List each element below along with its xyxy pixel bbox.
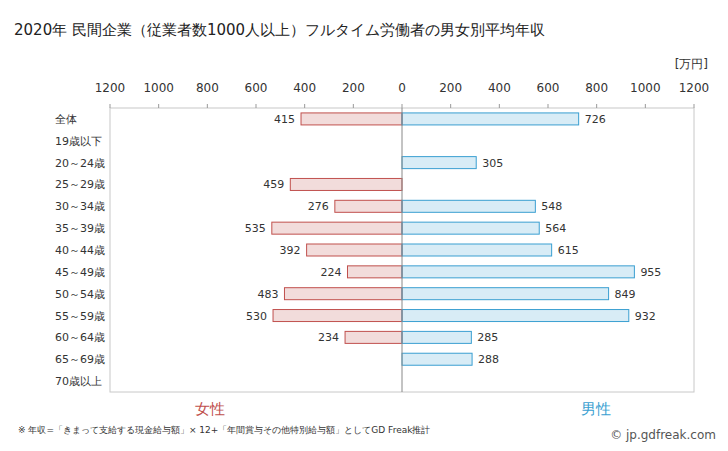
tick-mark (256, 104, 257, 108)
tick-label: 600 (245, 81, 268, 95)
data-label: 483 (257, 288, 278, 301)
data-label: 276 (308, 200, 329, 213)
data-label: 234 (318, 331, 339, 344)
data-label: 530 (246, 310, 267, 323)
bar (307, 244, 402, 256)
bar (402, 266, 634, 278)
bar (347, 266, 402, 278)
source: © jp.gdfreak.com (610, 428, 716, 442)
data-label: 726 (585, 113, 606, 126)
data-label: 564 (545, 222, 566, 235)
bar (402, 222, 539, 234)
tick-label: 600 (537, 81, 560, 95)
legend-label: 女性 (195, 400, 225, 418)
data-label: 615 (558, 244, 579, 257)
tick-label: 1200 (679, 81, 710, 95)
tick-mark (353, 104, 354, 108)
bar (335, 200, 402, 212)
category-label: 60～64歳 (55, 331, 105, 344)
data-label: 224 (320, 266, 341, 279)
category-label: 全体 (55, 113, 77, 126)
tick-mark (548, 104, 549, 108)
category-label: 35～39歳 (55, 222, 105, 235)
tick-mark (596, 104, 597, 108)
bar (402, 113, 579, 125)
category-label: 19歳以下 (55, 135, 102, 148)
bar (345, 331, 402, 343)
data-label: 548 (541, 200, 562, 213)
data-label: 305 (482, 157, 503, 170)
tick-label: 200 (439, 81, 462, 95)
tick-mark (110, 104, 111, 108)
data-label: 932 (635, 310, 656, 323)
bar (402, 244, 552, 256)
data-label: 392 (280, 244, 301, 257)
axis-label: [万円] (675, 57, 708, 71)
chart: 2020年 民間企業（従業者数1000人以上）フルタイム労働者の男女別平均年収 [… (0, 0, 728, 451)
tick-label: 1200 (95, 81, 126, 95)
bar (402, 310, 629, 322)
category-label: 25～29歳 (55, 178, 105, 191)
category-label: 45～49歳 (55, 266, 105, 279)
data-label: 415 (274, 113, 295, 126)
tick-label: 400 (488, 81, 511, 95)
category-label: 65～69歳 (55, 353, 105, 366)
bar (402, 353, 472, 365)
bar (272, 222, 402, 234)
data-label: 535 (245, 222, 266, 235)
bar (284, 288, 402, 300)
bar (402, 157, 476, 169)
tick-label: 400 (293, 81, 316, 95)
category-label: 55～59歳 (55, 310, 105, 323)
tick-mark (207, 104, 208, 108)
category-label: 20～24歳 (55, 157, 105, 170)
plot-frame (110, 108, 694, 392)
data-label: 955 (640, 266, 661, 279)
axis-line (402, 108, 403, 392)
bars (272, 113, 635, 365)
bar (402, 200, 535, 212)
note: ※ 年収=「きまって支給する現金給与額」× 12+「年間賞与その他特別給与額」と… (18, 425, 430, 435)
tick-label: 1000 (143, 81, 174, 95)
data-label: 288 (478, 353, 499, 366)
tick-label: 0 (398, 81, 406, 95)
bar (273, 310, 402, 322)
category-label: 50～54歳 (55, 288, 105, 301)
data-label: 285 (477, 331, 498, 344)
tick-mark (158, 104, 159, 108)
category-label: 70歳以上 (55, 375, 102, 388)
bar (402, 331, 471, 343)
tick-label: 800 (585, 81, 608, 95)
bar (301, 113, 402, 125)
legend-label: 男性 (581, 400, 611, 418)
title: 2020年 民間企業（従業者数1000人以上）フルタイム労働者の男女別平均年収 (14, 21, 545, 39)
tick-mark (450, 104, 451, 108)
data-label: 459 (263, 178, 284, 191)
data-labels: 415 459 276 535 392 224 483 530 234 726 305 548 564 6… (245, 113, 662, 366)
category-label: 30～34歳 (55, 200, 105, 213)
tick-mark (304, 104, 305, 108)
tick-label: 200 (342, 81, 365, 95)
tick-mark (694, 104, 695, 108)
bar (290, 178, 402, 190)
category-label: 40～44歳 (55, 244, 105, 257)
tick-mark (402, 104, 403, 108)
data-label: 849 (615, 288, 636, 301)
tick-mark (499, 104, 500, 108)
tick-label: 1000 (630, 81, 661, 95)
bar (402, 288, 609, 300)
tick-label: 800 (196, 81, 219, 95)
tick-mark (645, 104, 646, 108)
